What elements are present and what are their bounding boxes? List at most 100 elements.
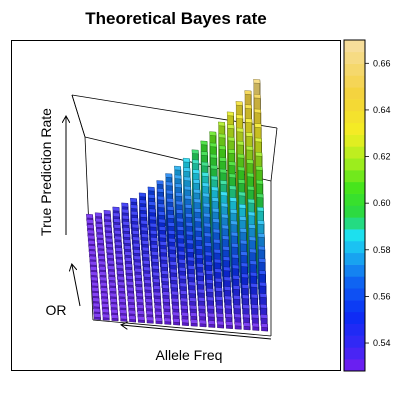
bar-top-face bbox=[126, 269, 133, 273]
bar bbox=[217, 321, 224, 328]
bar-top-face bbox=[213, 239, 220, 243]
bar-top-face bbox=[98, 256, 105, 260]
bar bbox=[208, 320, 215, 327]
bar-top-face bbox=[201, 151, 208, 155]
bar-top-face bbox=[151, 244, 158, 248]
bar-top-face bbox=[185, 213, 192, 217]
bar-top-face bbox=[208, 313, 215, 317]
colorbar bbox=[344, 40, 365, 371]
colorbar-band bbox=[344, 170, 365, 182]
bar-top-face bbox=[93, 308, 100, 312]
bar-top-face bbox=[227, 124, 234, 128]
bar-top-face bbox=[173, 312, 180, 316]
bar-top-face bbox=[236, 115, 243, 119]
bar-top-face bbox=[165, 174, 172, 178]
bar-top-face bbox=[153, 272, 160, 276]
bar-top-face bbox=[152, 265, 159, 269]
bar-top-face bbox=[232, 254, 239, 258]
bar-top-face bbox=[104, 210, 111, 214]
bar-top-face bbox=[158, 204, 165, 208]
bar-top-face bbox=[119, 304, 126, 308]
bar-top-face bbox=[123, 227, 130, 231]
colorbar-band bbox=[344, 52, 365, 64]
bar-top-face bbox=[113, 207, 120, 211]
bar-top-face bbox=[184, 186, 191, 190]
bar-top-face bbox=[118, 287, 125, 291]
bar-top-face bbox=[159, 226, 166, 230]
bar-top-face bbox=[95, 218, 102, 222]
bar-top-face bbox=[225, 296, 232, 300]
bar-top-face bbox=[239, 192, 246, 196]
colorbar-band bbox=[344, 111, 365, 123]
bar-top-face bbox=[252, 314, 259, 318]
bar-top-face bbox=[164, 318, 171, 322]
bar-top-face bbox=[218, 122, 225, 126]
bar-top-face bbox=[137, 305, 144, 309]
bar-top-face bbox=[179, 259, 186, 263]
bar-top-face bbox=[88, 240, 95, 244]
bar-top-face bbox=[193, 170, 200, 174]
bar-top-face bbox=[195, 227, 202, 231]
x-axis-label: Allele Freq bbox=[156, 347, 223, 363]
bar-top-face bbox=[180, 290, 187, 294]
bar-top-face bbox=[260, 293, 267, 297]
bar-top-face bbox=[247, 186, 254, 190]
bar-top-face bbox=[188, 274, 195, 278]
bar-top-face bbox=[187, 257, 194, 261]
bar-top-face bbox=[110, 298, 117, 302]
bar-top-face bbox=[95, 213, 102, 217]
bar-top-face bbox=[173, 318, 180, 322]
bar-top-face bbox=[102, 309, 109, 313]
bar-top-face bbox=[201, 162, 208, 166]
bar-top-face bbox=[186, 222, 193, 226]
colorbar-tick-label: 0.56 bbox=[373, 291, 391, 301]
bar-front-face bbox=[261, 327, 267, 331]
bar-top-face bbox=[158, 211, 165, 215]
bar-top-face bbox=[164, 312, 171, 316]
bar-top-face bbox=[141, 234, 148, 238]
bar-top-face bbox=[203, 193, 210, 197]
bar-top-face bbox=[135, 274, 142, 278]
bar-top-face bbox=[206, 270, 213, 274]
colorbar-band bbox=[344, 276, 365, 288]
colorbar-band bbox=[344, 253, 365, 265]
bar-top-face bbox=[111, 314, 118, 318]
bar-top-face bbox=[193, 179, 200, 183]
bar-top-face bbox=[152, 258, 159, 262]
colorbar-tick-label: 0.62 bbox=[373, 152, 391, 162]
bar-top-face bbox=[160, 249, 167, 253]
bar-top-face bbox=[194, 199, 201, 203]
bar-top-face bbox=[213, 229, 220, 233]
bar-top-face bbox=[99, 266, 106, 270]
bar-top-face bbox=[169, 246, 176, 250]
bar-top-face bbox=[202, 183, 209, 187]
bar-top-face bbox=[251, 283, 258, 287]
bar bbox=[155, 317, 162, 324]
colorbar-band bbox=[344, 312, 365, 324]
bar-top-face bbox=[136, 287, 143, 291]
bar-top-face bbox=[110, 293, 117, 297]
bar-top-face bbox=[116, 259, 123, 263]
colorbar-band bbox=[344, 359, 365, 371]
bar-top-face bbox=[91, 277, 98, 281]
bar-top-face bbox=[241, 252, 248, 256]
bar-top-face bbox=[124, 239, 131, 243]
bar-top-face bbox=[96, 229, 103, 233]
bar-top-face bbox=[172, 298, 179, 302]
bar-top-face bbox=[125, 263, 132, 267]
bar-top-face bbox=[197, 272, 204, 276]
bar-top-face bbox=[128, 304, 135, 308]
bar-top-face bbox=[234, 314, 241, 318]
bar-top-face bbox=[101, 287, 108, 291]
bar-top-face bbox=[120, 310, 127, 314]
bar-top-face bbox=[213, 219, 220, 223]
bar-top-face bbox=[122, 209, 129, 213]
bar-top-face bbox=[253, 79, 260, 83]
bar-top-face bbox=[221, 192, 228, 196]
bar-top-face bbox=[259, 270, 266, 274]
bar-top-face bbox=[90, 266, 97, 270]
bar-top-face bbox=[233, 275, 240, 279]
bar-top-face bbox=[211, 176, 218, 180]
bar-top-face bbox=[223, 267, 230, 271]
